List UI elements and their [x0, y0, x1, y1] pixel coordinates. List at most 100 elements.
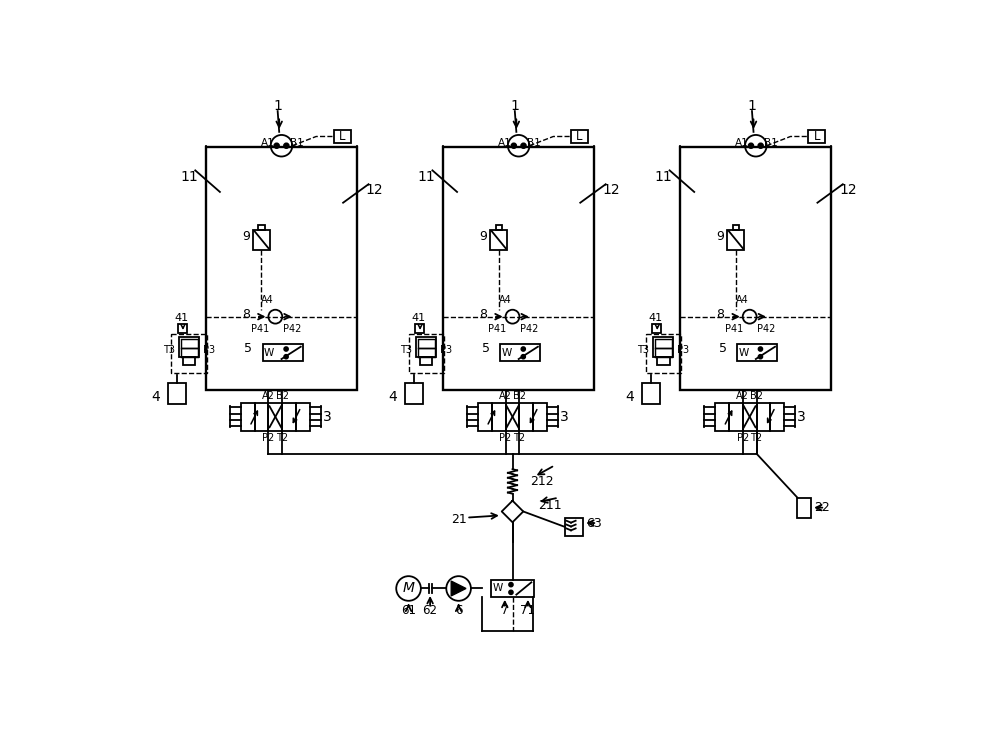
Text: 22: 22	[814, 501, 830, 514]
Bar	[181, 339, 198, 348]
Text: B2: B2	[513, 391, 526, 401]
Circle shape	[759, 355, 762, 359]
Bar	[642, 383, 660, 404]
Text: 211: 211	[538, 499, 561, 512]
Bar	[652, 324, 661, 333]
Text: 11: 11	[417, 169, 435, 184]
Bar	[506, 403, 519, 430]
Text: P42: P42	[283, 324, 301, 334]
Text: 1: 1	[273, 98, 282, 113]
Bar	[571, 131, 588, 142]
Text: 5: 5	[482, 342, 490, 355]
Text: A1: A1	[498, 138, 512, 148]
Text: A4: A4	[261, 295, 274, 304]
Circle shape	[509, 583, 513, 586]
Text: 41: 41	[649, 313, 663, 323]
Text: P3: P3	[203, 345, 215, 355]
Bar	[241, 403, 255, 430]
Circle shape	[284, 355, 288, 359]
Text: P2: P2	[262, 433, 275, 442]
Text: 5: 5	[719, 342, 727, 355]
Text: L: L	[813, 130, 820, 143]
Text: T2: T2	[513, 433, 525, 442]
Circle shape	[521, 143, 526, 148]
Bar	[490, 230, 507, 250]
Text: T3: T3	[163, 345, 175, 355]
Text: P41: P41	[488, 324, 506, 334]
Text: 41: 41	[411, 313, 426, 323]
Bar	[183, 357, 195, 366]
Text: 12: 12	[602, 183, 620, 197]
Bar	[492, 403, 506, 430]
Text: 1: 1	[510, 98, 519, 113]
Text: P42: P42	[520, 324, 539, 334]
Bar	[179, 337, 199, 357]
Text: 3: 3	[323, 410, 331, 424]
Text: 9: 9	[242, 230, 250, 243]
Text: W: W	[264, 348, 274, 358]
Bar	[282, 403, 296, 430]
Bar	[770, 403, 784, 430]
Bar	[655, 339, 672, 348]
Bar	[478, 403, 492, 430]
Text: P3: P3	[677, 345, 690, 355]
Circle shape	[274, 143, 279, 148]
Text: A2: A2	[262, 391, 275, 401]
Bar	[268, 403, 282, 430]
Bar	[519, 403, 533, 430]
Text: B2: B2	[276, 391, 289, 401]
Text: A1: A1	[735, 138, 749, 148]
Text: T2: T2	[276, 433, 288, 442]
Text: 7: 7	[501, 604, 509, 616]
Text: 212: 212	[530, 475, 554, 488]
Bar	[680, 147, 831, 390]
Text: 9: 9	[716, 230, 724, 243]
Text: 71: 71	[520, 604, 535, 616]
Text: A4: A4	[498, 295, 511, 304]
Bar	[533, 403, 547, 430]
Bar	[657, 357, 670, 366]
Bar	[565, 518, 583, 536]
Text: T2: T2	[751, 433, 763, 442]
Text: 61: 61	[401, 604, 416, 616]
Text: 12: 12	[365, 183, 383, 197]
Circle shape	[284, 347, 288, 351]
Text: 1: 1	[748, 98, 756, 113]
Text: B2: B2	[750, 391, 763, 401]
Text: P41: P41	[725, 324, 743, 334]
Bar	[168, 383, 186, 404]
Text: W: W	[493, 583, 503, 594]
Text: 62: 62	[423, 604, 438, 616]
Bar	[727, 230, 744, 250]
Text: B1: B1	[527, 138, 541, 148]
Text: T3: T3	[637, 345, 649, 355]
Text: 4: 4	[625, 389, 634, 404]
Bar	[797, 498, 811, 518]
Bar	[415, 324, 424, 333]
Text: L: L	[339, 130, 346, 143]
Bar	[743, 403, 757, 430]
Text: P2: P2	[499, 433, 512, 442]
Text: 4: 4	[151, 389, 160, 404]
Circle shape	[758, 143, 763, 148]
Circle shape	[521, 355, 525, 359]
Text: 8: 8	[479, 308, 487, 321]
Bar	[334, 131, 351, 142]
Text: 63: 63	[586, 516, 602, 530]
Bar	[757, 403, 770, 430]
Text: P41: P41	[251, 324, 269, 334]
Text: A1: A1	[261, 138, 275, 148]
Bar	[733, 225, 739, 230]
Bar	[418, 348, 435, 357]
Bar	[263, 345, 303, 361]
Bar	[443, 147, 594, 390]
Text: P2: P2	[737, 433, 749, 442]
Bar	[653, 337, 673, 357]
Bar	[418, 339, 435, 348]
Text: 3: 3	[560, 410, 568, 424]
Text: A4: A4	[736, 295, 748, 304]
Bar	[655, 348, 672, 357]
Bar	[206, 147, 357, 390]
Text: 12: 12	[839, 183, 857, 197]
Bar	[646, 334, 681, 373]
